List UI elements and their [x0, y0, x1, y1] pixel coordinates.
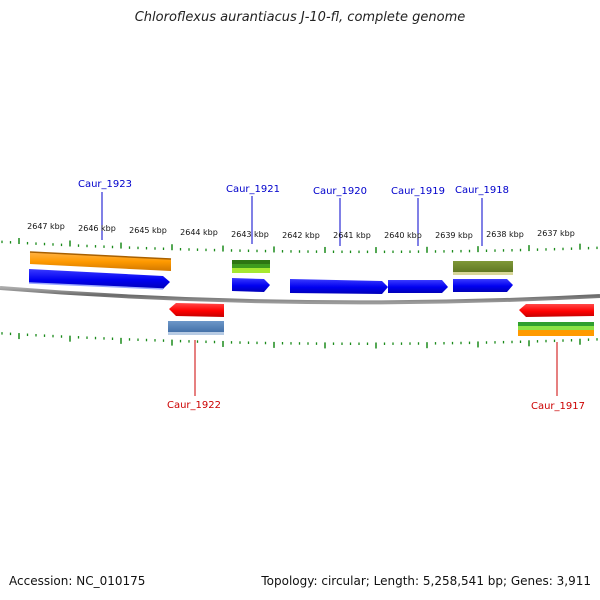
- scale-label: 2638 kbp: [486, 230, 524, 239]
- scale-label: 2645 kbp: [129, 226, 167, 235]
- gene-label-caur-1922[interactable]: Caur_1922: [167, 400, 221, 411]
- gene-label-caur-1923[interactable]: Caur_1923: [78, 179, 132, 190]
- gene-label-caur-1917[interactable]: Caur_1917: [531, 401, 585, 412]
- scale-label: 2647 kbp: [27, 222, 65, 231]
- label-leader-lines: [101, 192, 558, 396]
- gene-label-caur-1918[interactable]: Caur_1918: [455, 185, 509, 196]
- diagram-title: Chloroflexus aurantiacus J-10-fl, comple…: [134, 10, 466, 25]
- scale-label: 2641 kbp: [333, 231, 371, 240]
- feature-caur-1923-cds[interactable]: [28, 269, 170, 290]
- topology-text: Topology: circular; Length: 5,258,541 bp…: [261, 574, 591, 588]
- feature-caur-1921-gene[interactable]: [232, 260, 270, 273]
- feature-caur-1923-gene[interactable]: [29, 251, 172, 271]
- feature-caur-1917-cds[interactable]: [519, 304, 594, 317]
- feature-caur-1922-cds[interactable]: [169, 303, 224, 317]
- scale-label: 2640 kbp: [384, 231, 422, 240]
- accession-text: Accession: NC_010175: [9, 574, 146, 588]
- genome-backbone: [0, 286, 600, 305]
- feature-caur-1922-gene[interactable]: [168, 321, 224, 335]
- feature-caur-1918-gene[interactable]: [453, 261, 513, 275]
- feature-caur-1917-gene[interactable]: [518, 322, 594, 336]
- scale-label: 2643 kbp: [231, 230, 269, 239]
- gene-label-caur-1919[interactable]: Caur_1919: [391, 186, 445, 197]
- feature-caur-1918-cds[interactable]: [453, 279, 513, 292]
- scale-ticks-inner: [1, 332, 598, 349]
- scale-label: 2646 kbp: [78, 224, 116, 233]
- feature-caur-1921-cds[interactable]: [232, 278, 270, 292]
- scale-labels: 2647 kbp 2646 kbp 2645 kbp 2644 kbp 2643…: [27, 222, 575, 240]
- scale-label: 2637 kbp: [537, 229, 575, 238]
- scale-label: 2644 kbp: [180, 228, 218, 237]
- gene-label-caur-1921[interactable]: Caur_1921: [226, 184, 280, 195]
- feature-caur-1920-cds[interactable]: [290, 279, 388, 294]
- scale-ticks-outer: [1, 238, 598, 254]
- gene-label-caur-1920[interactable]: Caur_1920: [313, 186, 367, 197]
- feature-caur-1919-cds[interactable]: [388, 280, 448, 293]
- scale-label: 2639 kbp: [435, 231, 473, 240]
- scale-label: 2642 kbp: [282, 231, 320, 240]
